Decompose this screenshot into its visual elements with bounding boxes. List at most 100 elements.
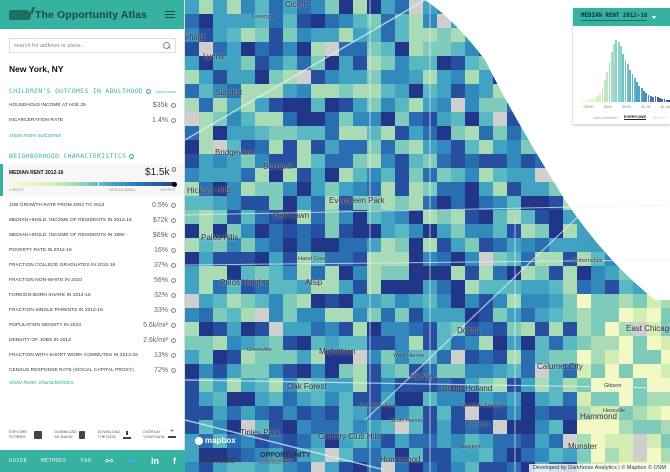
chevron-down-icon: [652, 15, 657, 19]
info-icon[interactable]: i: [171, 308, 176, 313]
us-map-logo-icon: [9, 9, 31, 20]
menu-icon[interactable]: [165, 10, 175, 19]
characteristic-row[interactable]: CENSUS RESPONSE RATE (SOCIAL CAPITAL PRO…: [9, 363, 176, 378]
row-label: POPULATION DENSITY IN 2010: [9, 323, 82, 328]
characteristic-row[interactable]: FOREIGN-BORN SHARE IN 2012-16 32% i: [9, 288, 176, 303]
row-value: 72% i: [154, 367, 176, 374]
download-data-button[interactable]: DOWNLOAD THE DATA: [98, 430, 131, 439]
map-place-label: Lyons: [203, 52, 225, 61]
search-icon[interactable]: [163, 41, 171, 50]
info-icon[interactable]: i: [171, 323, 176, 328]
row-value: $69k i: [153, 232, 176, 239]
row-label: FRACTION SINGLE PARENTS IN 2012-16: [9, 308, 103, 313]
info-icon[interactable]: i: [171, 203, 176, 208]
info-icon[interactable]: i: [171, 278, 176, 283]
characteristic-row[interactable]: FRACTION NON-WHITE IN 2010 56% i: [9, 273, 176, 288]
download-image-button[interactable]: DOWNLOAD AS IMAGE: [54, 430, 86, 439]
sidebar: The Opportunity Atlas New York, NY CHILD…: [0, 0, 185, 472]
map-attribution[interactable]: Developed by Darkhorse Analytics | © Map…: [528, 464, 670, 472]
brand[interactable]: The Opportunity Atlas: [9, 9, 147, 21]
characteristic-row[interactable]: FRACTION SINGLE PARENTS IN 2012-16 33% i: [9, 303, 176, 318]
row-label: POVERTY RATE IN 2012-16: [9, 248, 72, 253]
info-icon[interactable]: i: [129, 153, 135, 159]
map-place-label: Oakglen: [460, 444, 481, 450]
info-icon[interactable]: i: [171, 353, 176, 358]
characteristic-row[interactable]: MEDIAN HHOLD. INCOME OF RESIDENTS IN 201…: [9, 213, 176, 228]
search-input[interactable]: [14, 42, 154, 49]
info-icon[interactable]: i: [171, 233, 176, 238]
legend-panel: MEDIAN RENT 2012-16 <$300 $600 $900 $1.2k $1…: [573, 8, 670, 124]
link-icon[interactable]: ⚯: [105, 455, 113, 466]
value-marker: [172, 181, 177, 187]
info-icon[interactable]: i: [171, 293, 176, 298]
info-icon[interactable]: i: [171, 103, 176, 108]
outcomes-title: CHILDREN'S OUTCOMES IN ADULTHOOD i: [9, 88, 152, 95]
outcome-row[interactable]: HOUSEHOLD INCOME AT AGE 35 $35k i: [9, 98, 176, 113]
overlay-icon: [167, 428, 176, 439]
guide-link[interactable]: GUIDE: [9, 458, 28, 464]
characteristic-row[interactable]: POPULATION DENSITY IN 2010 5.6k/mi² i: [9, 318, 176, 333]
row-value: 37% i: [154, 262, 176, 269]
map-place-label: Harvey: [410, 372, 436, 381]
info-icon[interactable]: i: [171, 248, 176, 253]
overlay-data-button[interactable]: OVERLAY YOUR DATA: [143, 428, 176, 439]
mapbox-logo[interactable]: mapbox: [195, 436, 236, 445]
characteristic-row[interactable]: POVERTY RATE IN 2012-16 16% i: [9, 243, 176, 258]
info-icon[interactable]: i: [171, 338, 176, 343]
row-value: 16% i: [154, 247, 176, 254]
lowest-label: LOWEST: [9, 188, 25, 192]
neighborhood-title: NEIGHBORHOOD CHARACTERISTICS i: [9, 153, 135, 160]
map-place-label: Thornton Junction: [460, 403, 505, 409]
median-label: MEDIAN ($883): [109, 188, 135, 192]
linkedin-icon[interactable]: in: [150, 456, 159, 466]
info-icon[interactable]: i: [171, 263, 176, 268]
facebook-icon[interactable]: f: [172, 456, 176, 466]
row-value: $35k i: [153, 102, 176, 109]
map-place-label: Hessville: [603, 408, 626, 414]
characteristic-row[interactable]: FRACTION COLLEGE GRADUATES IN 2012-16 37%…: [9, 258, 176, 273]
highest-label: HIGHEST: [160, 188, 176, 192]
row-value: 56% i: [154, 277, 176, 284]
row-value: 0.5% i: [152, 202, 176, 209]
scheme-select-option[interactable]: SELECT: [652, 114, 668, 120]
explore-stories-button[interactable]: EXPLORE STORIES: [9, 430, 42, 439]
twitter-icon[interactable]: 🐦: [126, 456, 137, 466]
info-icon[interactable]: i: [146, 88, 152, 94]
characteristic-row[interactable]: FRACTION WITH SHORT WORK COMMUTES IN 201…: [9, 348, 176, 363]
outcomes-header: CHILDREN'S OUTCOMES IN ADULTHOOD i show f…: [9, 88, 176, 95]
row-label: CENSUS RESPONSE RATE (SOCIAL CAPITAL PRO…: [9, 368, 134, 373]
characteristic-row[interactable]: DENSITY OF JOBS IN 2013 2.6k/mi² i: [9, 333, 176, 348]
info-icon[interactable]: i: [171, 118, 176, 123]
footer: GUIDE METHODS FAQ ⚯ 🐦 in f: [0, 450, 185, 472]
row-value: 1.4% i: [152, 117, 176, 124]
scheme-everyone-option[interactable]: EVERYONE: [623, 114, 646, 120]
top-bar: The Opportunity Atlas: [0, 0, 184, 29]
methods-link[interactable]: METHODS: [41, 458, 67, 464]
row-value: $72k i: [153, 217, 176, 224]
download-icon: [122, 430, 131, 439]
action-bar: EXPLORE STORIES DOWNLOAD AS IMAGE DOWNLO…: [0, 428, 185, 439]
map-place-label: Calumet City: [537, 362, 583, 371]
show-fewer-characteristics-link[interactable]: show fewer characteristics: [9, 380, 74, 386]
value-gradient-bar: [9, 181, 177, 187]
map-place-label: Alsip: [305, 278, 323, 287]
selected-variable-label: MEDIAN RENT 2012-16: [9, 169, 64, 176]
show-fewer-outcomes-link[interactable]: show fewer: [155, 89, 176, 94]
characteristic-row[interactable]: JOB GROWTH RATE FROM 2004 TO 2013 0.5% i: [9, 198, 176, 213]
map-place-label: Munster: [568, 442, 597, 451]
outcome-row[interactable]: INCARCERATION RATE 1.4% i: [9, 113, 176, 128]
info-icon[interactable]: i: [171, 167, 176, 172]
info-icon[interactable]: i: [171, 218, 176, 223]
legend-variable-select[interactable]: MEDIAN RENT 2012-16: [573, 8, 670, 26]
info-icon[interactable]: i: [171, 368, 176, 373]
app-title: The Opportunity Atlas: [35, 8, 147, 21]
map-place-label: Country Club Hills: [318, 432, 383, 441]
selected-variable[interactable]: MEDIAN RENT 2012-16 $1.5k i LOWEST MEDIAN…: [0, 164, 184, 196]
characteristic-row[interactable]: MEDIAN HHOLD. INCOME OF RESIDENTS IN 199…: [9, 228, 176, 243]
faq-link[interactable]: FAQ: [80, 458, 92, 464]
row-label: JOB GROWTH RATE FROM 2004 TO 2013: [9, 203, 105, 208]
show-more-outcomes-link[interactable]: show more outcomes: [9, 133, 62, 139]
map-place-label: Homewood: [380, 455, 421, 464]
legend-title: MEDIAN RENT 2012-16: [581, 13, 648, 21]
